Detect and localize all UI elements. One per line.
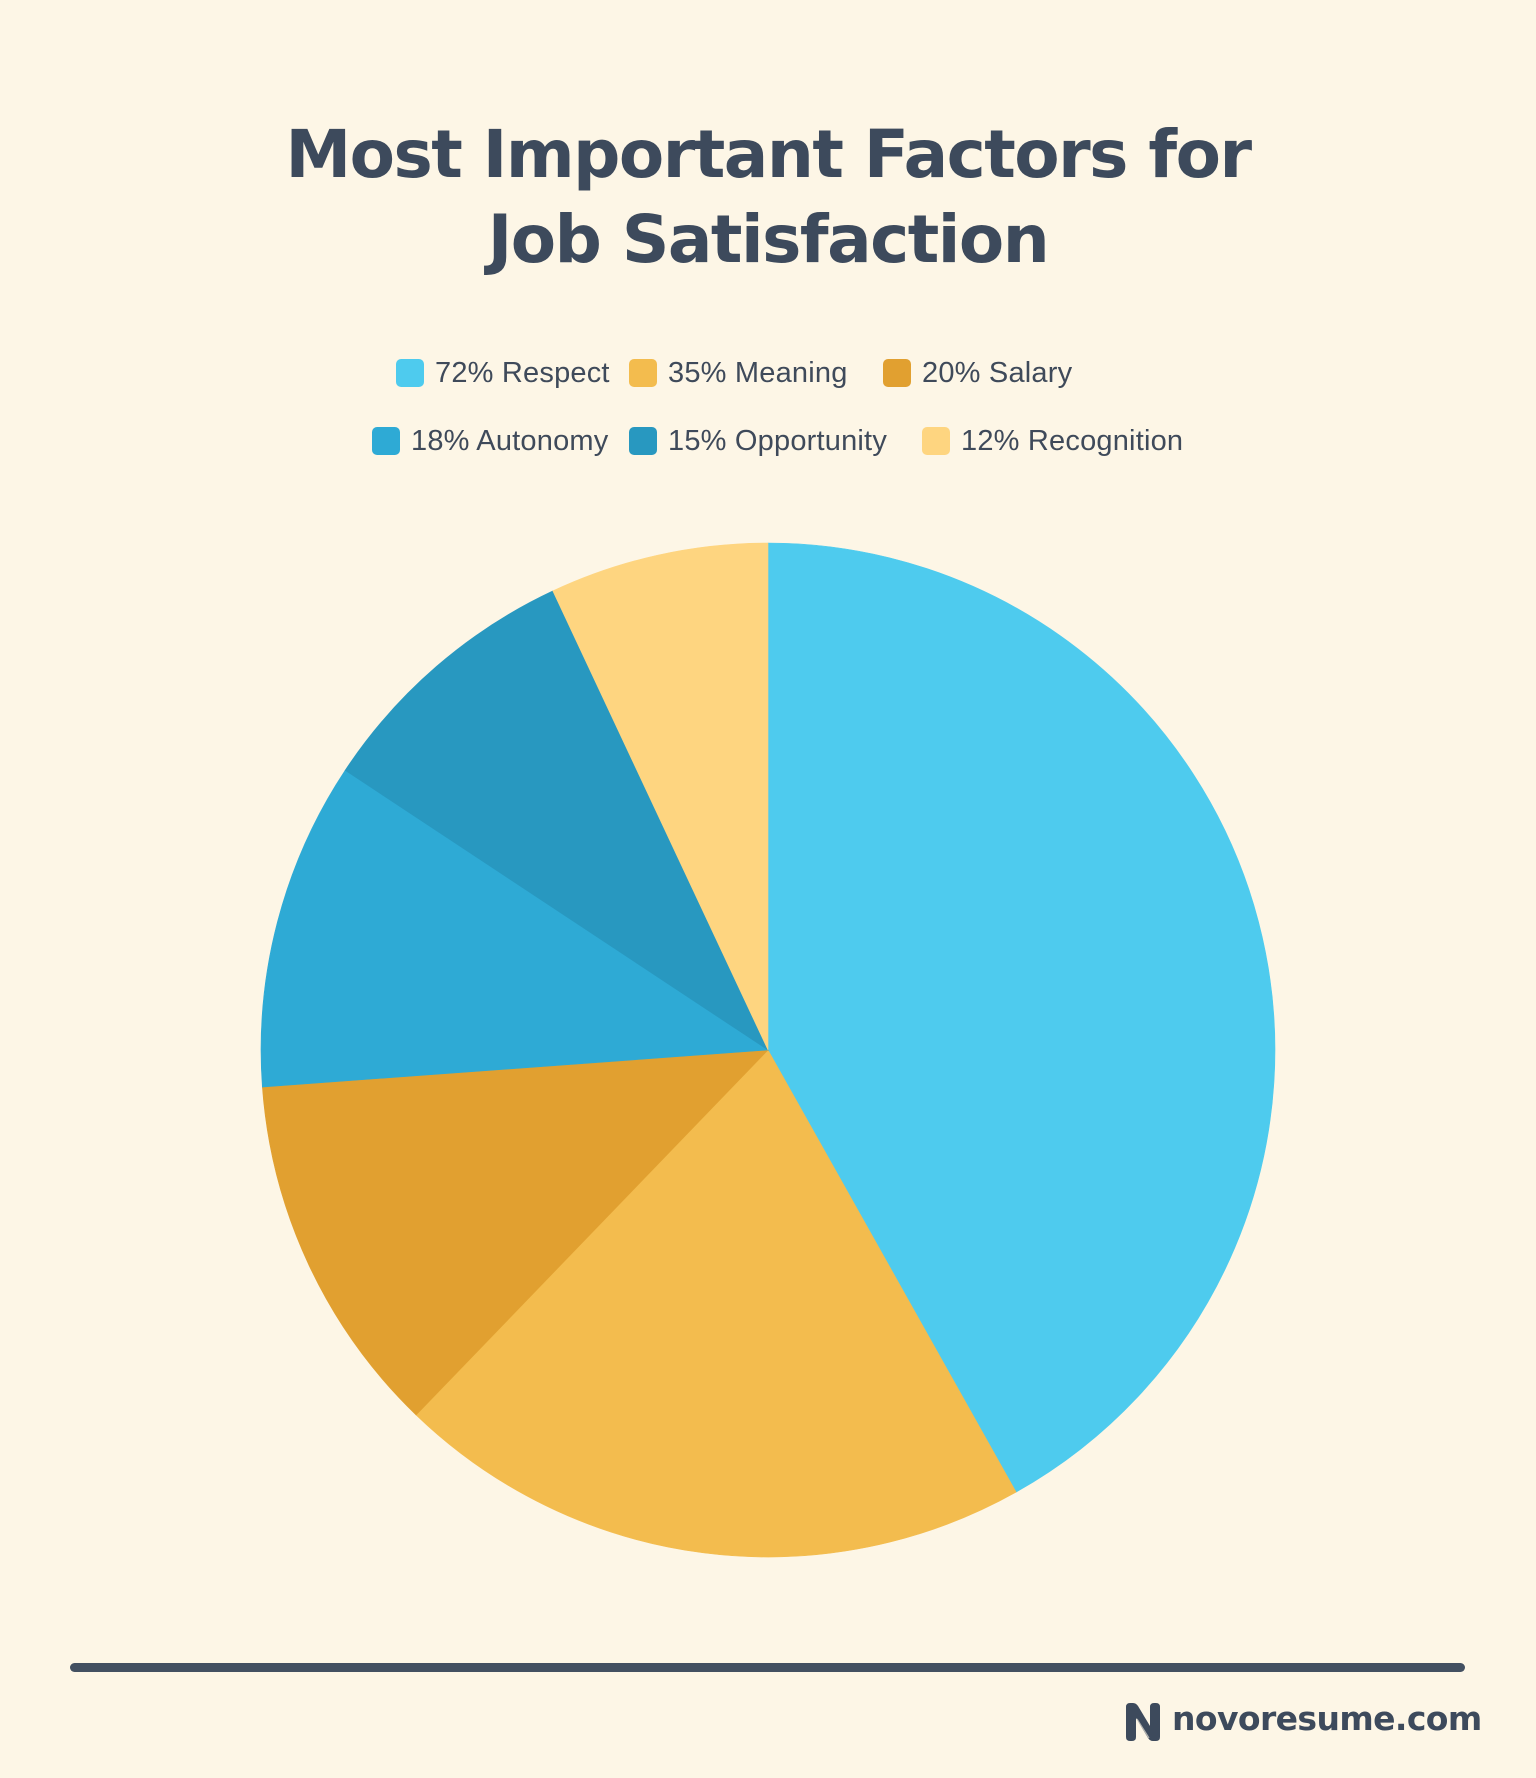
brand-name: novoresume.com: [1172, 1699, 1482, 1738]
legend-item-opportunity: 15% Opportunity: [629, 426, 887, 456]
legend-swatch-meaning-icon: [629, 359, 657, 387]
legend-label-respect: 72% Respect: [435, 357, 610, 389]
legend-label-autonomy: 18% Autonomy: [411, 425, 609, 457]
novoresume-n-logo-icon: [1126, 1703, 1160, 1741]
pie-slice-opportunity: [344, 590, 769, 1051]
legend-swatch-recognition-icon: [922, 427, 950, 455]
legend-label-meaning: 35% Meaning: [668, 357, 848, 389]
pie-slice-recognition: [552, 542, 769, 1051]
legend-item-salary: 20% Salary: [883, 358, 1072, 388]
legend-swatch-salary-icon: [883, 359, 911, 387]
legend-label-opportunity: 15% Opportunity: [668, 425, 888, 457]
legend-row-2: 18% Autonomy 15% Opportunity 12% Recogni…: [0, 426, 1536, 456]
footer-brand: novoresume.com: [1123, 1699, 1482, 1744]
legend-item-respect: 72% Respect: [396, 358, 610, 388]
legend-item-recognition: 12% Recognition: [922, 426, 1183, 456]
pie-slice-respect: [767, 542, 1276, 1493]
legend-label-salary: 20% Salary: [922, 357, 1073, 389]
legend-swatch-respect-icon: [396, 359, 424, 387]
legend-row-1: 72% Respect 35% Meaning 20% Salary: [0, 358, 1536, 388]
legend-swatch-autonomy-icon: [372, 427, 400, 455]
pie-slice-autonomy: [260, 769, 769, 1088]
footer-divider: [70, 1663, 1465, 1672]
chart-title: Most Important Factors for Job Satisfact…: [0, 112, 1536, 282]
chart-title-line-1: Most Important Factors for: [285, 116, 1252, 193]
chart-title-line-2: Job Satisfaction: [487, 201, 1050, 278]
legend-item-meaning: 35% Meaning: [629, 358, 848, 388]
legend-item-autonomy: 18% Autonomy: [372, 426, 608, 456]
legend-swatch-opportunity-icon: [629, 427, 657, 455]
pie-slice-meaning: [415, 1049, 1017, 1558]
pie-slice-salary: [262, 1049, 769, 1416]
legend-label-recognition: 12% Recognition: [961, 425, 1184, 457]
